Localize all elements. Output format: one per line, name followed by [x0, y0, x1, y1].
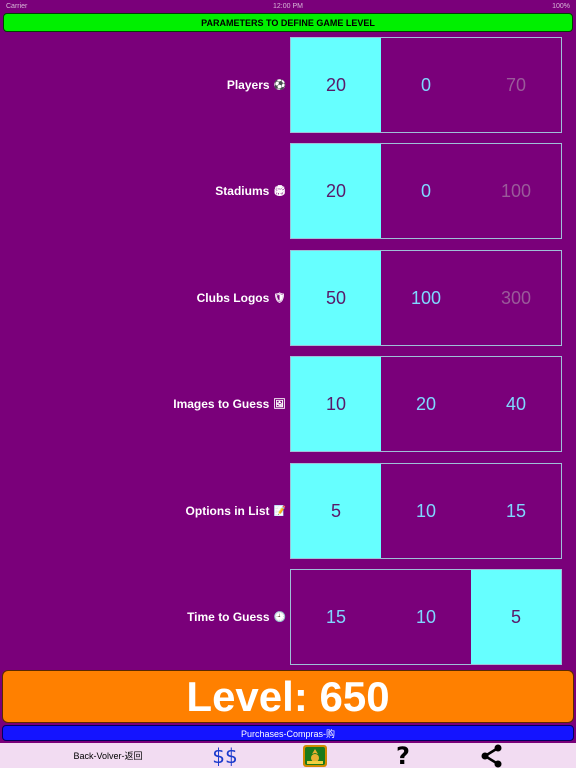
option-cell[interactable]: 50 — [291, 251, 381, 345]
param-label: Stadiums 🏟 — [215, 143, 286, 239]
option-cell[interactable]: 20 — [291, 144, 381, 238]
clock-label: 12:00 PM — [273, 2, 303, 10]
option-cell[interactable]: 300 — [500, 287, 532, 308]
param-label-text: Clubs Logos — [196, 291, 270, 305]
param-label-text: Options in List — [185, 504, 270, 518]
option-group: 50 100 300 — [290, 250, 562, 346]
option-cell[interactable]: 5 — [471, 570, 561, 664]
option-cell[interactable]: 5 — [291, 464, 381, 558]
back-button[interactable]: Back-Volver-返回 — [73, 751, 143, 761]
option-group: 5 10 15 — [290, 463, 562, 559]
param-emoji-icon: 🛡 — [273, 292, 286, 304]
option-cell[interactable]: 0 — [420, 180, 431, 201]
option-cell[interactable]: 70 — [505, 74, 527, 95]
option-cell[interactable]: 0 — [420, 74, 431, 95]
status-bar: Carrier 12:00 PM 100% — [0, 0, 576, 12]
param-emoji-icon: ⚽ — [273, 79, 286, 91]
dollar-button[interactable]: $$ — [212, 743, 238, 768]
param-row: Players ⚽ 20 0 70 — [0, 37, 576, 133]
param-row: Clubs Logos 🛡 50 100 300 — [0, 250, 576, 346]
param-label: Players ⚽ — [227, 37, 286, 133]
param-label: Clubs Logos 🛡 — [197, 250, 286, 346]
option-group: 10 20 40 — [290, 356, 562, 452]
battery-label: 100% — [552, 2, 570, 10]
option-cell[interactable]: 100 — [410, 287, 442, 308]
param-label: Images to Guess 🖼 — [173, 356, 286, 452]
level-display: Level: 650 — [2, 670, 574, 723]
help-button[interactable]: ? — [396, 741, 410, 768]
param-label-text: Stadiums — [215, 184, 270, 198]
param-row: Images to Guess 🖼 10 20 40 — [0, 356, 576, 452]
param-row: Stadiums 🏟 20 0 100 — [0, 143, 576, 239]
carrier-label: Carrier — [6, 2, 28, 10]
option-group: 20 0 100 — [290, 143, 562, 239]
share-icon[interactable] — [478, 743, 506, 768]
param-emoji-icon: 🖼 — [273, 398, 286, 410]
option-cell[interactable]: 15 — [325, 606, 347, 627]
param-row: Time to Guess 🕘 15 10 5 — [0, 569, 576, 665]
param-label: Time to Guess 🕘 — [187, 569, 286, 665]
option-cell[interactable]: 100 — [500, 180, 532, 201]
option-cell[interactable]: 15 — [505, 500, 527, 521]
param-label: Options in List 📝 — [186, 463, 286, 559]
option-group: 15 10 5 — [290, 569, 562, 665]
bottom-toolbar: Back-Volver-返回 $$ ? — [0, 741, 576, 768]
option-cell[interactable]: 10 — [415, 606, 437, 627]
param-emoji-icon: 🏟 — [273, 185, 286, 197]
param-label-text: Images to Guess — [173, 397, 270, 411]
page-title: PARAMETERS TO DEFINE GAME LEVEL — [3, 13, 573, 32]
option-cell[interactable]: 20 — [415, 393, 437, 414]
app-logo-icon[interactable] — [302, 743, 328, 768]
option-cell[interactable]: 40 — [505, 393, 527, 414]
option-group: 20 0 70 — [290, 37, 562, 133]
param-label-text: Time to Guess — [187, 610, 270, 624]
param-emoji-icon: 🕘 — [273, 611, 286, 623]
param-row: Options in List 📝 5 10 15 — [0, 463, 576, 559]
option-cell[interactable]: 10 — [291, 357, 381, 451]
option-cell[interactable]: 20 — [291, 38, 381, 132]
param-label-text: Players — [226, 78, 270, 92]
option-cell[interactable]: 10 — [415, 500, 437, 521]
purchases-button[interactable]: Purchases-Compras-购 — [2, 725, 574, 741]
param-emoji-icon: 📝 — [273, 505, 286, 517]
